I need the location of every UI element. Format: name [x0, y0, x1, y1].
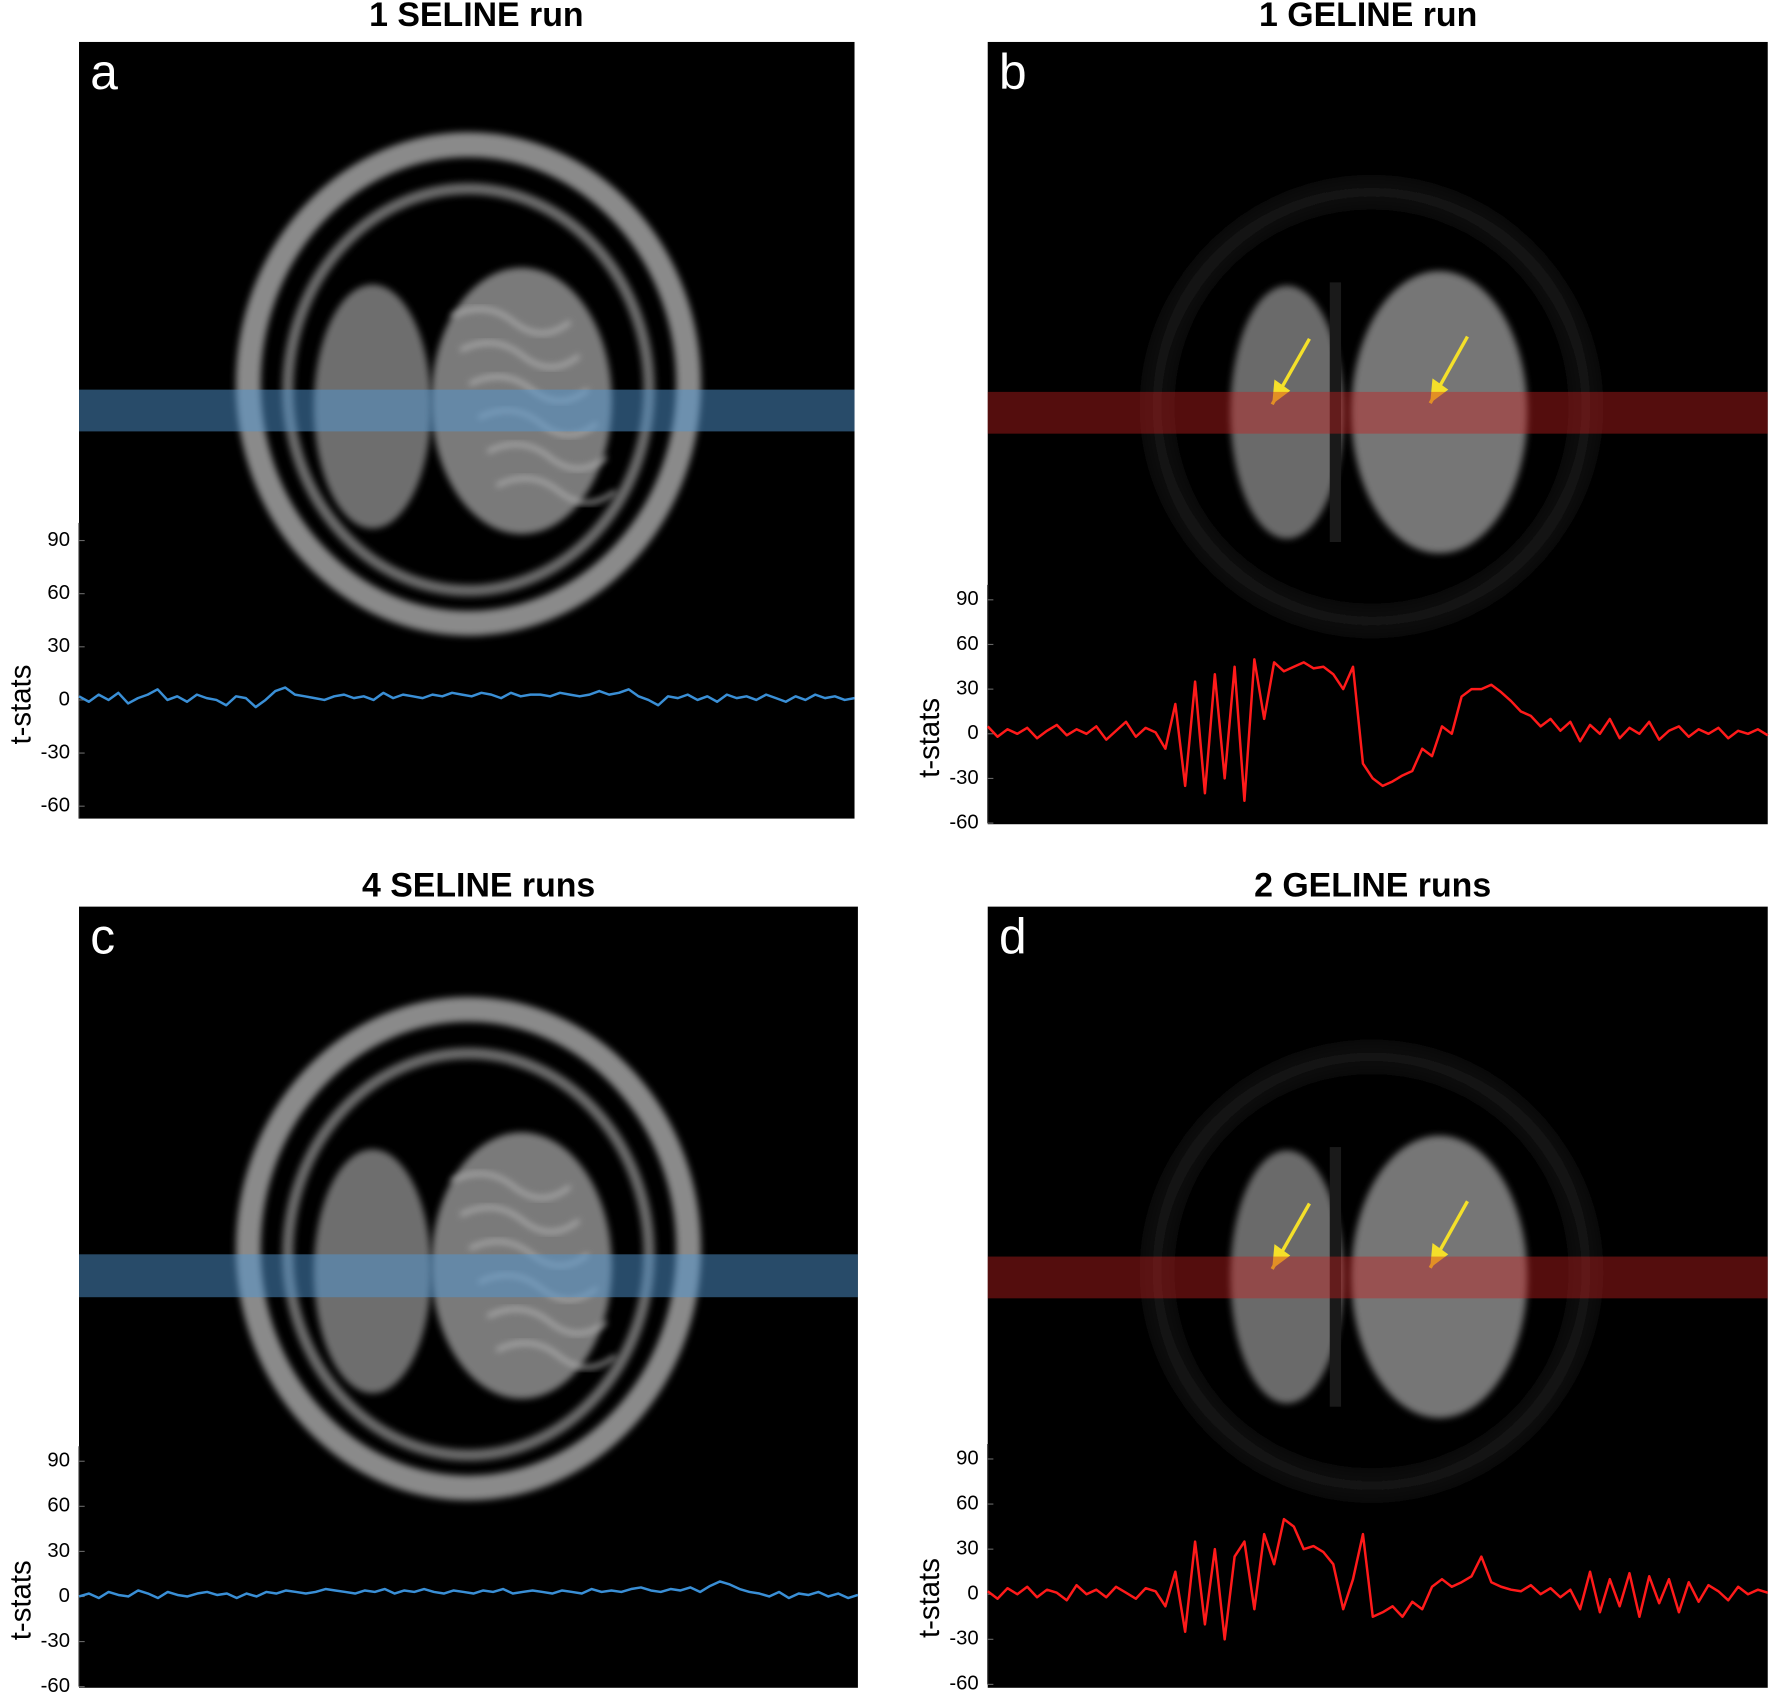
y-tick-label: 60: [47, 582, 70, 604]
y-tick-label: 30: [956, 677, 979, 699]
y-axis-label: t-stats: [913, 698, 946, 778]
y-tick-label: 0: [59, 688, 70, 710]
y-tick-label: 0: [59, 1585, 70, 1607]
roi-band: [79, 1254, 858, 1298]
brain-fold: [450, 307, 572, 335]
y-tick-label: -60: [41, 795, 70, 817]
brain-lobe: [1230, 285, 1344, 539]
y-axis-label: t-stats: [4, 1560, 37, 1640]
arrow-head: [1272, 379, 1291, 405]
head-ring: [235, 132, 702, 636]
y-tick-label: 30: [956, 1538, 979, 1560]
arrow-head: [1430, 378, 1449, 404]
brain-lobe: [1351, 1135, 1528, 1418]
y-tick-label: 30: [47, 1540, 70, 1562]
midline: [1329, 282, 1342, 543]
y-tick-label: -30: [41, 741, 70, 763]
midline: [1329, 1147, 1342, 1407]
brain-fold: [495, 1341, 617, 1369]
y-tick-label: -30: [949, 1628, 978, 1650]
brain-lobe: [1351, 271, 1528, 554]
brain-fold: [459, 341, 581, 369]
panel-title: 2 GELINE runs: [1254, 866, 1491, 904]
mri-image: [1145, 180, 1598, 633]
y-tick-label: 90: [47, 1450, 70, 1472]
arrow-head: [1272, 1244, 1291, 1269]
y-tick-label: -60: [41, 1675, 70, 1697]
series-line: [78, 1580, 859, 1600]
head-ring: [235, 996, 702, 1501]
panel-title: 4 SELINE runs: [362, 866, 595, 904]
y-tick-label: -30: [949, 767, 978, 789]
y-tick-label: 60: [47, 1495, 70, 1517]
brain-fold: [495, 476, 617, 505]
arrow-head: [1430, 1243, 1449, 1268]
y-tick-label: 0: [967, 1583, 978, 1605]
panel-title: 1 GELINE run: [1259, 0, 1477, 34]
y-axis-label: t-stats: [913, 1558, 946, 1638]
brain-fold: [486, 442, 608, 471]
roi-band: [987, 391, 1768, 434]
brain-fold: [459, 1205, 581, 1234]
roi-band: [79, 389, 855, 432]
brain-lobe: [1230, 1150, 1344, 1404]
y-tick-label: -30: [41, 1630, 70, 1652]
y-tick-label: -60: [949, 811, 978, 833]
brain-fold: [450, 1172, 572, 1200]
mri-image: [1145, 1045, 1598, 1498]
head-halo: [1145, 1045, 1598, 1498]
y-axis-label: t-stats: [4, 665, 37, 745]
y-tick-label: -60: [949, 1673, 978, 1695]
y-tick-label: 30: [47, 635, 70, 657]
panel-letter: d: [999, 909, 1027, 965]
roi-band: [987, 1256, 1768, 1299]
y-tick-label: 90: [956, 1447, 979, 1469]
panel-letter: c: [90, 909, 115, 965]
head-halo: [1145, 180, 1598, 633]
brain-fold: [486, 1307, 608, 1335]
y-tick-label: 60: [956, 1492, 979, 1514]
panel-letter: b: [999, 44, 1027, 100]
series-line: [986, 658, 1769, 802]
panel-letter: a: [90, 44, 118, 100]
series-line: [78, 686, 855, 709]
y-tick-label: 90: [47, 529, 70, 551]
y-tick-label: 0: [967, 722, 978, 744]
series-line: [986, 1517, 1769, 1641]
y-tick-label: 60: [956, 633, 979, 655]
panel-title: 1 SELINE run: [369, 0, 583, 34]
y-tick-label: 90: [956, 588, 979, 610]
